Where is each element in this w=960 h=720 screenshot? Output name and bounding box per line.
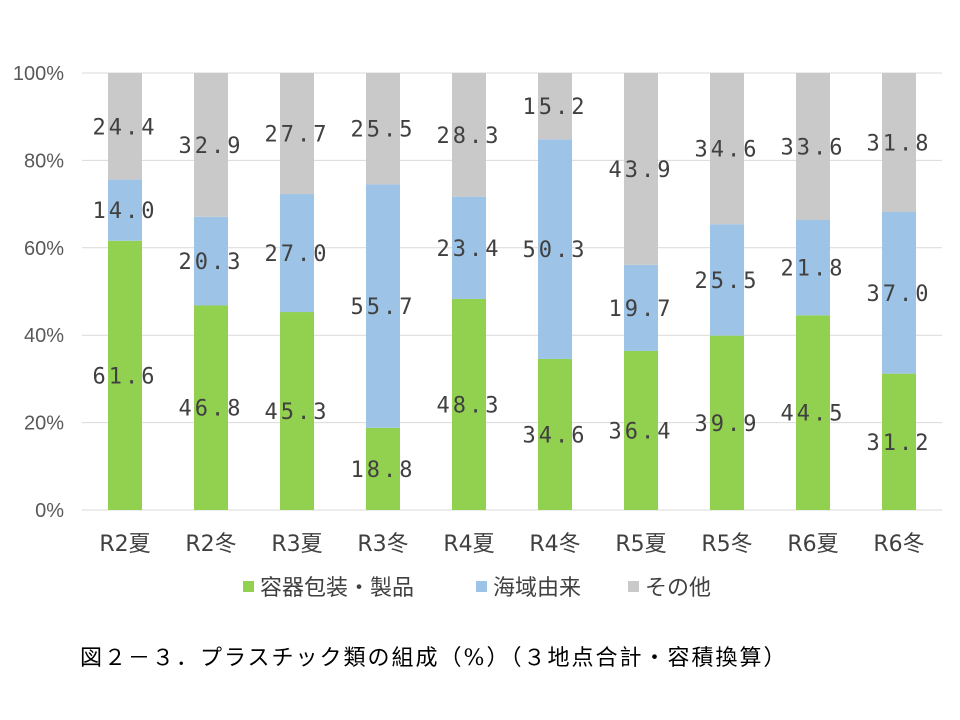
data-label: 23.4: [437, 237, 502, 262]
bar-segment-1: [624, 350, 658, 510]
data-label: 34.6: [695, 138, 760, 163]
data-label: 36.4: [609, 419, 674, 444]
data-label: 19.7: [609, 297, 674, 322]
data-label: 31.2: [867, 431, 932, 456]
bar-segment-2: [538, 139, 572, 359]
data-label: 14.0: [93, 199, 158, 224]
y-tick-label: 60%: [24, 238, 64, 260]
data-label: 21.8: [781, 257, 846, 282]
x-category-label: R3冬: [357, 532, 408, 557]
legend: 容器包装・製品 海域由来 その他: [243, 576, 711, 601]
bar-segment-1: [366, 427, 400, 510]
data-label: 31.8: [867, 131, 932, 156]
y-tick-label: 0%: [35, 500, 64, 522]
y-tick-label: 20%: [24, 413, 64, 435]
bar-segment-1: [538, 358, 572, 510]
stacked-bar-chart: 0% 20% 40% 60% 80% 100% 61.6 14.0 24.4 46.8 20.3 3…: [13, 63, 942, 601]
legend-label: 海域由来: [493, 576, 581, 601]
data-label: 27.7: [265, 123, 330, 148]
bar-segment-3: [882, 73, 916, 212]
data-label: 44.5: [781, 402, 846, 427]
y-tick-label: 80%: [24, 150, 64, 172]
data-label: 24.4: [93, 115, 158, 140]
bar-segment-3: [452, 73, 486, 197]
data-label: 37.0: [867, 282, 932, 307]
bar-segment-3: [710, 73, 744, 225]
x-category-label: R6夏: [787, 532, 838, 557]
data-label: 45.3: [265, 400, 330, 425]
data-label: 43.9: [609, 158, 674, 183]
bar-segment-1: [882, 373, 916, 510]
data-label: 34.6: [523, 423, 588, 448]
data-label: 25.5: [695, 269, 760, 294]
bar-segment-1: [452, 298, 486, 510]
bar-segment-2: [366, 184, 400, 428]
x-category-label: R2冬: [185, 532, 236, 557]
x-category-label: R4夏: [443, 532, 494, 557]
data-label: 55.7: [351, 295, 416, 320]
bar-segment-1: [796, 315, 830, 510]
bar-segment-1: [280, 312, 314, 510]
bar-segment-3: [796, 73, 830, 220]
legend-swatch: [243, 581, 254, 592]
bar-segment-1: [710, 335, 744, 510]
bar-segment-1: [194, 305, 228, 510]
bar-segment-1: [108, 240, 142, 511]
bar-segment-3: [194, 73, 228, 217]
x-category-label: R5冬: [701, 532, 752, 557]
x-category-label: R6冬: [873, 532, 924, 557]
data-label: 28.3: [437, 124, 502, 149]
figure-caption: 図２－３．プラスチック類の組成（%）（３地点合計・容積換算）: [80, 646, 788, 671]
bar-segment-3: [366, 73, 400, 185]
bar-segment-2: [194, 216, 228, 306]
data-label: 61.6: [93, 364, 158, 389]
legend-swatch: [628, 581, 639, 592]
data-label: 50.3: [523, 238, 588, 263]
data-label: 20.3: [179, 250, 244, 275]
x-category-label: R3夏: [271, 532, 322, 557]
bar-segment-2: [710, 224, 744, 336]
bar-segment-3: [624, 73, 658, 265]
bar-segment-3: [108, 73, 142, 180]
bar-segment-3: [280, 73, 314, 195]
legend-label: 容器包装・製品: [260, 576, 414, 601]
y-tick-label: 100%: [13, 63, 64, 85]
bar-segment-2: [452, 196, 486, 299]
data-label: 18.8: [351, 458, 416, 483]
y-axis-ticks: 0% 20% 40% 60% 80% 100%: [13, 63, 64, 522]
legend-label: その他: [645, 576, 711, 601]
bar-segment-2: [882, 211, 916, 374]
y-tick-label: 40%: [24, 325, 64, 347]
data-label: 46.8: [179, 397, 244, 422]
bar-segment-2: [624, 264, 658, 351]
bar-segment-2: [280, 194, 314, 313]
x-category-label: R5夏: [615, 532, 666, 557]
data-labels: 61.6 14.0 24.4 46.8 20.3 32.9 45.3 27.0 27.7 18.8…: [93, 95, 932, 483]
bar-segment-3: [538, 73, 572, 140]
bars: [108, 73, 916, 511]
data-label: 33.6: [781, 135, 846, 160]
data-label: 25.5: [351, 118, 416, 143]
x-category-label: R2夏: [99, 532, 150, 557]
x-category-label: R4冬: [529, 532, 580, 557]
bar-segment-2: [796, 219, 830, 316]
x-axis-categories: R2夏 R2冬 R3夏 R3冬 R4夏 R4冬 R5夏 R5冬 R6夏 R6冬: [99, 532, 924, 557]
data-label: 32.9: [179, 134, 244, 159]
data-label: 27.0: [265, 242, 330, 267]
data-label: 39.9: [695, 412, 760, 437]
bar-segment-2: [108, 179, 142, 241]
data-label: 15.2: [523, 95, 588, 120]
legend-swatch: [476, 581, 487, 592]
data-label: 48.3: [437, 393, 502, 418]
